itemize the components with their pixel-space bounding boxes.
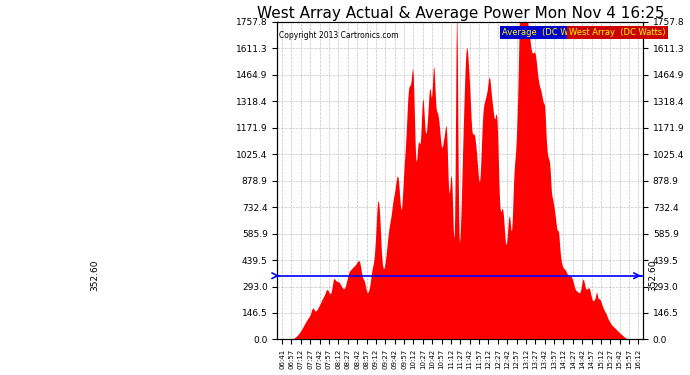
Text: Average  (DC Watts): Average (DC Watts) [502, 28, 588, 37]
Text: Copyright 2013 Cartronics.com: Copyright 2013 Cartronics.com [279, 31, 399, 40]
Text: 352.60: 352.60 [649, 260, 658, 291]
Text: West Array  (DC Watts): West Array (DC Watts) [569, 28, 666, 37]
Title: West Array Actual & Average Power Mon Nov 4 16:25: West Array Actual & Average Power Mon No… [257, 6, 664, 21]
Text: 352.60: 352.60 [90, 260, 99, 291]
